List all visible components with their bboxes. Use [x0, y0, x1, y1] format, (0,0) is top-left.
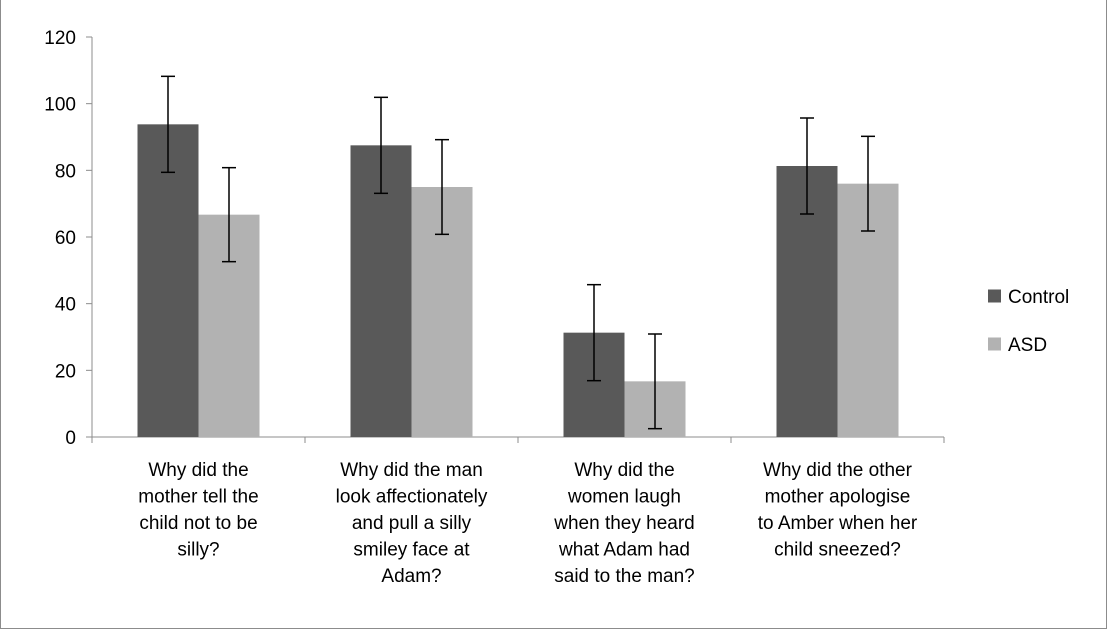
legend-label: Control: [1008, 287, 1069, 308]
y-tick-label: 0: [65, 428, 76, 449]
category-labels: Why did the mother tell the child not to b…: [138, 460, 918, 587]
legend-label: ASD: [1008, 335, 1047, 356]
y-tick-label: 20: [55, 361, 76, 382]
y-axis: 0 20 40 60 80 100 120: [44, 28, 93, 449]
error-bar-asd-1: [222, 166, 236, 263]
category-label-2: Why did the man look affectionately and pu…: [336, 460, 488, 587]
x-axis: [91, 436, 945, 443]
category-label-4: Why did the other mother apologise to Ambe…: [758, 460, 918, 561]
legend-swatch: [988, 337, 1001, 351]
y-tick-label: 60: [55, 228, 76, 249]
error-bar-control-3: [587, 283, 601, 382]
legend-swatch: [988, 289, 1001, 303]
error-bar-asd-4: [861, 135, 875, 232]
legend-item-asd: ASD: [988, 335, 1047, 356]
y-tick-label: 120: [44, 28, 76, 49]
category-label-3: Why did the women laugh when they heard wha…: [553, 460, 695, 587]
bar-control-1: [137, 124, 199, 437]
y-tick-label: 40: [55, 295, 76, 316]
error-bars: [161, 75, 875, 430]
bars: [137, 124, 899, 438]
legend: Control ASD: [988, 287, 1069, 356]
error-bar-control-4: [800, 117, 814, 215]
category-label-1: Why did the mother tell the child not to b…: [138, 460, 258, 561]
legend-item-control: Control: [988, 287, 1069, 308]
y-tick-label: 80: [55, 161, 76, 182]
error-bar-asd-3: [648, 333, 662, 430]
y-tick-label: 100: [44, 95, 76, 116]
error-bar-asd-2: [435, 138, 449, 236]
error-bar-control-1: [161, 75, 175, 174]
error-bar-control-2: [374, 96, 388, 195]
